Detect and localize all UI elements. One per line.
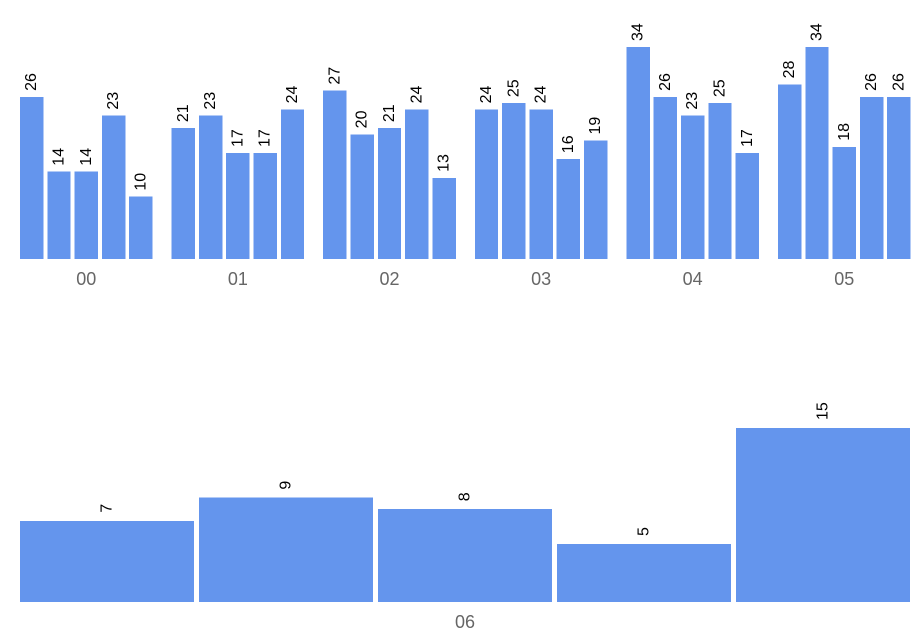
bar-06-3 — [557, 544, 731, 602]
bar-03-1 — [502, 103, 526, 259]
data-label-02-1: 20 — [354, 110, 371, 128]
data-label-05-2: 18 — [836, 123, 853, 141]
bar-01-2 — [226, 153, 250, 259]
bar-02-1 — [350, 134, 374, 259]
data-label-03-2: 24 — [533, 86, 550, 104]
data-label-06-0: 7 — [99, 504, 116, 513]
bar-06-0 — [20, 520, 194, 602]
data-label-00-4: 10 — [132, 173, 149, 191]
data-label-01-4: 24 — [284, 86, 301, 104]
group-label-03: 03 — [531, 269, 551, 289]
group-label-01: 01 — [228, 269, 248, 289]
data-label-05-0: 28 — [781, 61, 798, 79]
data-label-01-2: 17 — [229, 129, 246, 147]
data-label-03-3: 16 — [560, 135, 577, 153]
bar-01-1 — [198, 115, 223, 259]
bar-00-2 — [74, 171, 98, 259]
bar-00-3 — [101, 115, 126, 259]
data-label-00-0: 26 — [23, 73, 40, 91]
data-label-03-4: 19 — [587, 117, 604, 135]
group-label-00: 00 — [76, 269, 96, 289]
bar-05-0 — [778, 84, 802, 260]
group-label-04: 04 — [683, 269, 703, 289]
data-label-04-4: 17 — [739, 129, 756, 147]
data-label-00-1: 14 — [51, 148, 68, 166]
bar-00-1 — [47, 171, 71, 259]
bar-01-4 — [280, 109, 305, 260]
bar-01-3 — [253, 153, 277, 259]
bar-00-4 — [129, 196, 153, 259]
bar-03-0 — [474, 109, 499, 260]
bar-05-4 — [887, 96, 911, 260]
data-label-02-3: 24 — [408, 86, 425, 104]
bar-04-3 — [708, 103, 732, 259]
data-label-00-2: 14 — [78, 148, 95, 166]
bar-02-3 — [405, 109, 429, 260]
data-label-02-2: 21 — [381, 104, 398, 122]
data-label-04-0: 34 — [630, 23, 647, 41]
data-label-06-4: 15 — [815, 402, 832, 420]
bar-04-4 — [735, 153, 759, 259]
data-label-01-1: 23 — [202, 92, 219, 110]
data-label-03-0: 24 — [478, 86, 495, 104]
bar-01-0 — [171, 128, 195, 259]
data-label-03-1: 25 — [505, 79, 522, 97]
top-panel: 26 14 14 23 10 00 21 23 17 17 24 01 27 20 21 24 13 02 24 25… — [20, 23, 911, 289]
bar-03-3 — [556, 159, 581, 259]
bar-06-1 — [199, 497, 373, 602]
data-label-00-3: 23 — [105, 92, 122, 110]
bar-04-0 — [626, 47, 650, 259]
bar-06-2 — [378, 509, 552, 602]
bar-03-4 — [584, 140, 608, 259]
data-label-06-3: 5 — [636, 527, 653, 536]
bar-06-4 — [736, 428, 910, 602]
data-label-05-3: 26 — [863, 73, 880, 91]
bar-05-3 — [859, 96, 884, 260]
data-label-05-1: 34 — [809, 23, 826, 41]
bar-02-0 — [323, 90, 347, 259]
data-label-02-0: 27 — [326, 67, 343, 85]
data-label-02-4: 13 — [436, 154, 453, 172]
bar-00-0 — [20, 96, 44, 260]
group-label-06: 06 — [455, 612, 475, 632]
bar-04-2 — [681, 115, 705, 259]
data-label-01-0: 21 — [175, 104, 192, 122]
bar-02-2 — [377, 128, 402, 259]
data-label-04-1: 26 — [657, 73, 674, 91]
data-label-01-3: 17 — [257, 129, 274, 147]
data-label-06-1: 9 — [278, 481, 295, 490]
data-label-05-4: 26 — [890, 73, 907, 91]
bottom-panel: 7 9 8 5 15 06 — [20, 402, 910, 632]
bar-05-2 — [832, 146, 856, 259]
data-label-04-2: 23 — [684, 92, 701, 110]
bar-03-2 — [529, 109, 553, 260]
group-label-05: 05 — [834, 269, 854, 289]
group-label-02: 02 — [379, 269, 399, 289]
data-label-04-3: 25 — [712, 79, 729, 97]
bar-02-4 — [432, 177, 456, 259]
bar-04-1 — [653, 96, 678, 260]
bar-05-1 — [805, 47, 829, 259]
data-label-06-2: 8 — [457, 492, 474, 501]
